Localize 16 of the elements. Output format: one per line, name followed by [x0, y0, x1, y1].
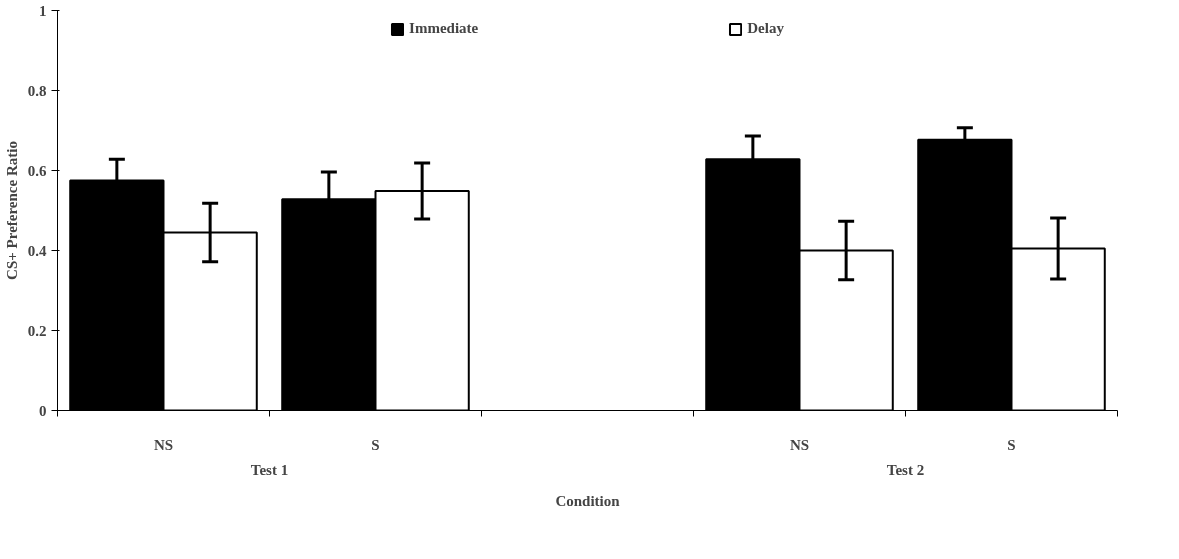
y-tick-label: 0.4 — [27, 242, 47, 259]
x-tick-label: NS — [789, 436, 810, 453]
y-axis-title: CS+ Preference Ratio — [3, 141, 20, 280]
y-tick-label: 0.2 — [27, 322, 47, 339]
x-tick-label: S — [1007, 436, 1016, 453]
y-tick-label: 0 — [39, 402, 47, 419]
x-tick-label: NS — [153, 436, 174, 453]
x-axis-title: Condition — [555, 492, 621, 509]
x-tick-label: S — [371, 436, 380, 453]
y-tick-label: 0.6 — [27, 162, 47, 179]
legend-label: Immediate — [409, 20, 479, 37]
text: Test 1 — [250, 461, 289, 478]
legend-label: Delay — [747, 20, 784, 37]
text: Test 2 — [886, 461, 925, 478]
y-tick-label: 1 — [39, 2, 47, 19]
y-tick-label: 0.8 — [27, 82, 47, 99]
